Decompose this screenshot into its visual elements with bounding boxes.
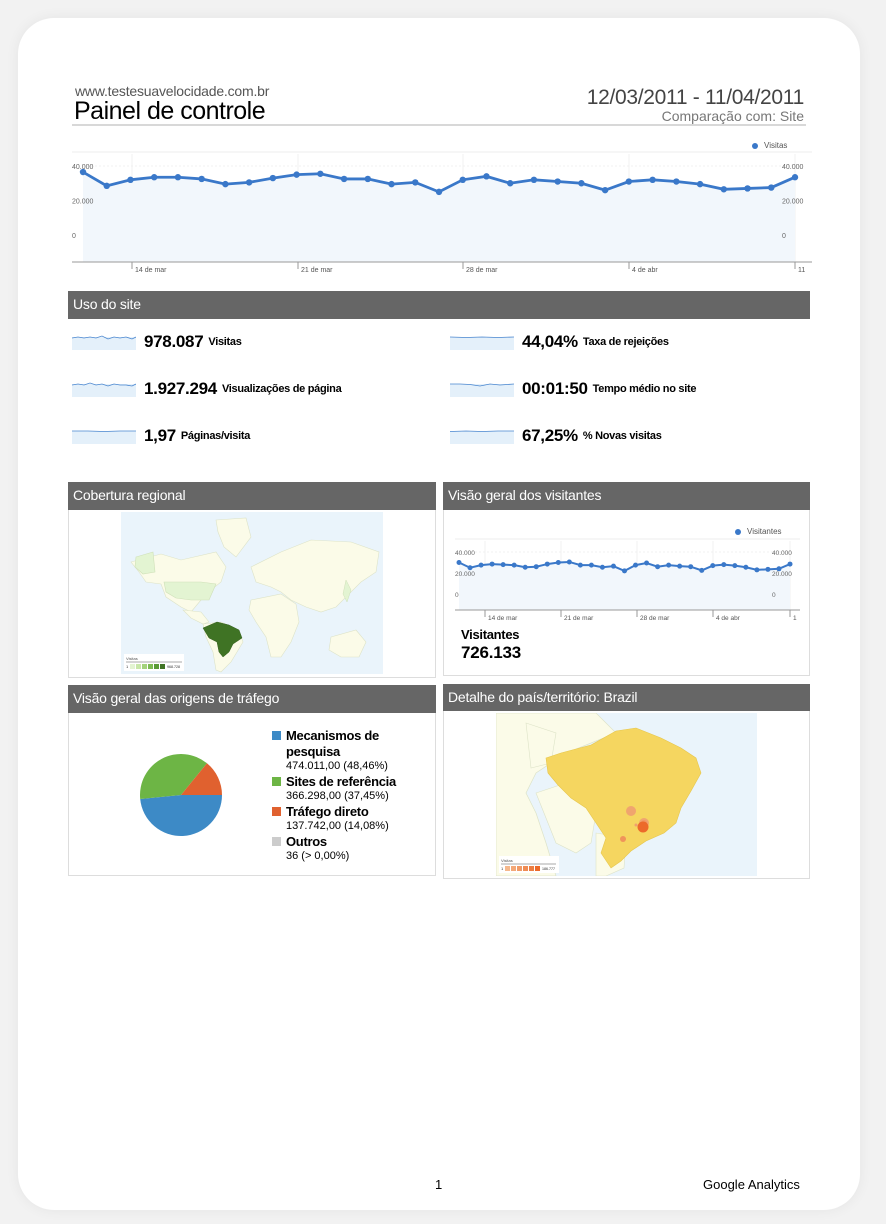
legend-dot-icon (735, 528, 741, 535)
svg-text:4 de abr: 4 de abr (632, 267, 658, 274)
page-title: Painel de controle (74, 97, 266, 125)
metric-pageviews: 1.927.294 Visualizações de página (72, 379, 342, 398)
pie-slice (181, 763, 222, 795)
footer-brand: Google Analytics (703, 1177, 800, 1192)
header-divider (72, 124, 806, 126)
svg-text:11: 11 (798, 267, 805, 274)
pie-slice (140, 795, 222, 836)
svg-text:40.000: 40.000 (455, 550, 475, 557)
visitors-line-chart: 40.000 20.000 0 40.000 20.000 0 14 de mar 21 de… (455, 538, 800, 622)
sparkline (450, 336, 514, 350)
traffic-sources-header: Visão geral das origens de tráfego (68, 685, 436, 713)
sparkline (72, 335, 136, 350)
metric-visits: 978.087 Visitas (72, 332, 242, 351)
metric-pages-per-visit: 1,97 Páginas/visita (72, 426, 250, 445)
visits-line-chart: 40.000 20.000 0 40.000 20.000 0 14 de mar 21 de… (72, 151, 812, 274)
svg-text:40.000: 40.000 (782, 164, 804, 171)
svg-text:Visitas: Visitas (501, 858, 513, 863)
svg-text:0: 0 (772, 592, 776, 599)
legend-swatch-icon (272, 731, 281, 740)
site-usage-header: Uso do site (68, 291, 810, 319)
visitors-metric-value: 726.133 (461, 643, 522, 662)
legend-item-referral: Sites de referência 366.298,00 (37,45%) (272, 774, 432, 802)
svg-text:28 de mar: 28 de mar (640, 615, 670, 622)
metric-bounce-rate: 44,04% Taxa de rejeições (450, 332, 669, 351)
legend-item-other: Outros 36 (> 0,00%) (272, 834, 432, 862)
svg-text:20.000: 20.000 (455, 571, 475, 578)
world-map: Visitas 1 968.728 (121, 512, 383, 674)
sparkline (450, 430, 514, 444)
date-range: 12/03/2011 - 11/04/2011 (586, 86, 805, 109)
site-url: www.testesuavelocidade.com.br (75, 83, 270, 99)
svg-text:186.777: 186.777 (542, 867, 555, 871)
svg-text:1: 1 (501, 866, 504, 871)
legend-swatch-icon (272, 837, 281, 846)
legend-label: Visitas (764, 141, 788, 150)
sparkline (450, 383, 514, 397)
traffic-pie-chart (140, 754, 222, 836)
pie-slice (140, 754, 207, 799)
svg-text:21 de mar: 21 de mar (564, 615, 594, 622)
sparkline (72, 382, 136, 397)
svg-text:40.000: 40.000 (772, 550, 792, 557)
svg-text:Visitas: Visitas (126, 656, 138, 661)
svg-text:21 de mar: 21 de mar (301, 267, 333, 274)
legend-swatch-icon (272, 777, 281, 786)
svg-text:0: 0 (782, 233, 786, 240)
legend-item-direct: Tráfego direto 137.742,00 (14,08%) (272, 804, 432, 832)
svg-text:14 de mar: 14 de mar (135, 267, 167, 274)
svg-text:40.000: 40.000 (72, 164, 94, 171)
svg-text:1: 1 (793, 615, 797, 622)
svg-text:20.000: 20.000 (782, 199, 804, 206)
svg-text:0: 0 (455, 592, 459, 599)
metric-avg-time: 00:01:50 Tempo médio no site (450, 379, 696, 398)
brazil-map: Visitas 1 186.777 (496, 713, 757, 876)
regional-header: Cobertura regional (68, 482, 436, 510)
svg-text:968.728: 968.728 (167, 665, 180, 669)
traffic-sources-panel (68, 713, 436, 876)
svg-text:20.000: 20.000 (772, 571, 792, 578)
svg-text:28 de mar: 28 de mar (466, 267, 498, 274)
sparkline (72, 430, 136, 444)
page-number: 1 (435, 1177, 443, 1192)
svg-text:1: 1 (126, 664, 129, 669)
traffic-legend: Mecanismos de pesquisa 474.011,00 (48,46… (272, 728, 432, 864)
visitors-chart-legend: Visitantes (735, 527, 782, 536)
comparison-label: Comparação com: Site (661, 108, 804, 124)
visitors-metric-label: Visitantes (461, 627, 520, 642)
svg-text:4 de abr: 4 de abr (716, 615, 741, 622)
svg-text:14 de mar: 14 de mar (488, 615, 518, 622)
svg-text:0: 0 (72, 233, 76, 240)
metric-new-visits: 67,25% % Novas visitas (450, 426, 662, 445)
country-detail-header: Detalhe do país/território: Brazil (443, 684, 810, 712)
legend-item-search: Mecanismos de pesquisa 474.011,00 (48,46… (272, 728, 432, 772)
legend-swatch-icon (272, 807, 281, 816)
main-chart-legend: Visitas (752, 141, 787, 150)
legend-dot-icon (752, 142, 758, 149)
svg-text:20.000: 20.000 (72, 199, 94, 206)
visitors-header: Visão geral dos visitantes (443, 482, 810, 510)
